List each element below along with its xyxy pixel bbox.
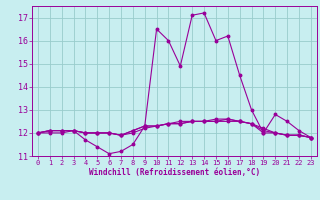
X-axis label: Windchill (Refroidissement éolien,°C): Windchill (Refroidissement éolien,°C) [89, 168, 260, 177]
